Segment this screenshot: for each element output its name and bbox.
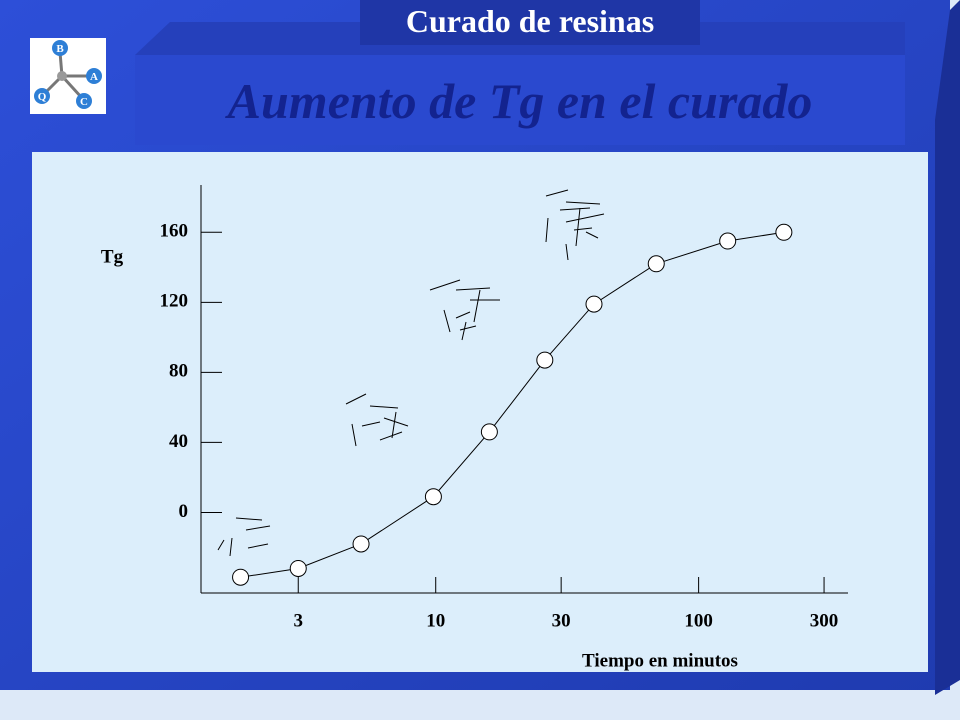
- title-panel: [135, 55, 905, 145]
- logo-letter: C: [80, 96, 88, 108]
- point: [424, 488, 442, 506]
- y-tick-label: 160: [160, 221, 189, 242]
- logo-letter: B: [56, 43, 64, 55]
- logo: B A C Q: [30, 38, 106, 114]
- point: [585, 295, 603, 313]
- x-tick-label: 300: [810, 610, 839, 631]
- point: [647, 255, 665, 273]
- point: [719, 232, 737, 250]
- x-tick-label: 30: [552, 610, 571, 631]
- point: [352, 535, 370, 553]
- frame-edge: [935, 0, 960, 695]
- slide-title: Aumento de Tg en el curado: [225, 73, 813, 129]
- point: [480, 423, 498, 441]
- point: [536, 351, 554, 369]
- y-tick-label: 120: [160, 291, 189, 312]
- logo-letter: Q: [38, 91, 47, 103]
- point: [232, 568, 250, 586]
- banner-text: Curado de resinas: [406, 3, 654, 39]
- point: [775, 223, 793, 241]
- chart: Tg Tiempo en minutos 0 40 80 120 160 3 10 30 100…: [101, 185, 848, 671]
- y-tick-label: 0: [179, 501, 189, 522]
- y-tick-label: 80: [169, 361, 188, 382]
- x-axis-label: Tiempo en minutos: [582, 650, 738, 671]
- point: [289, 559, 307, 577]
- y-axis-label: Tg: [101, 246, 124, 267]
- network-sketches: [217, 189, 605, 557]
- banner: [360, 0, 700, 45]
- logo-letter: A: [90, 71, 98, 83]
- y-tick-label: 40: [169, 431, 188, 452]
- x-tick-label: 3: [294, 610, 304, 631]
- curve: [240, 231, 784, 578]
- x-tick-label: 100: [684, 610, 713, 631]
- x-tick-label: 10: [426, 610, 445, 631]
